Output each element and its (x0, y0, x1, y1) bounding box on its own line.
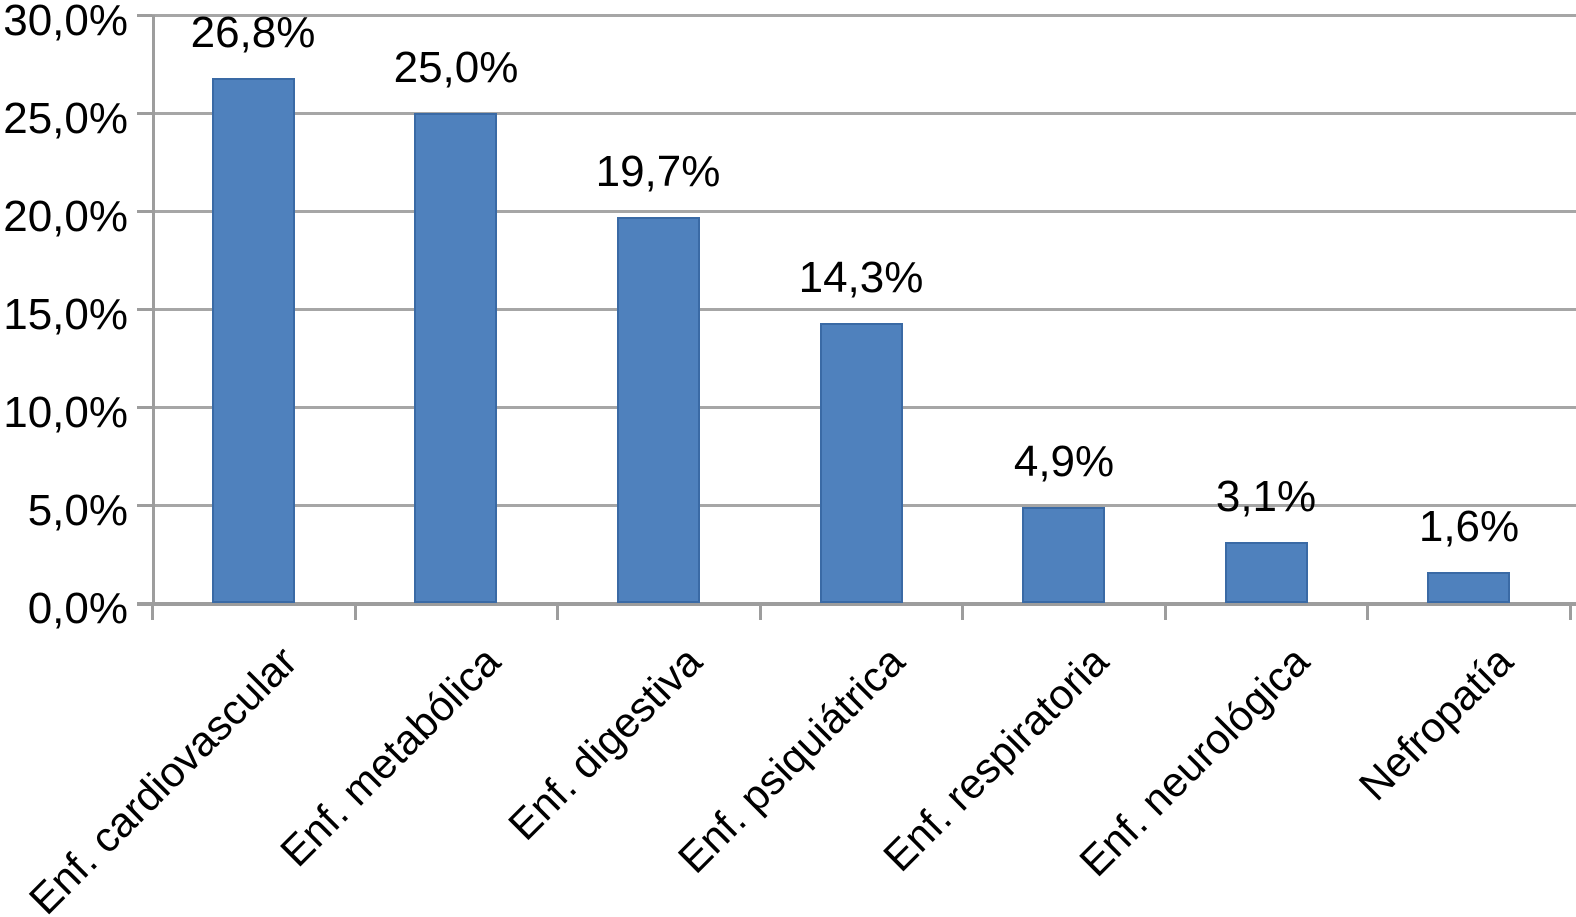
y-axis-tick-mark (137, 504, 152, 507)
bar-value-label: 26,8% (190, 8, 316, 57)
y-axis-tick-label: 15,0% (3, 290, 128, 339)
y-axis-tick-mark (137, 308, 152, 311)
bar (414, 113, 497, 603)
x-axis-tick-mark (353, 603, 357, 620)
x-axis-category-label: Nefropatía (1349, 637, 1522, 810)
x-axis-tick-mark (1366, 603, 1370, 620)
x-axis-category-label: Enf. digestiva (498, 637, 711, 849)
y-axis-tick-label: 10,0% (3, 388, 128, 437)
bar (820, 322, 903, 603)
x-axis-tick-mark (961, 603, 965, 620)
y-axis-tick-mark (137, 14, 152, 17)
x-axis-category-label: Enf. metabólica (270, 637, 509, 876)
y-axis-line (152, 15, 155, 603)
gridline (152, 210, 1576, 213)
bar-value-label: 1,6% (1418, 502, 1520, 551)
y-axis-tick-label: 25,0% (3, 94, 128, 143)
x-axis-line (137, 602, 1576, 606)
bar-value-label: 19,7% (595, 147, 721, 196)
y-axis-tick-label: 30,0% (3, 0, 128, 45)
bar-value-label: 14,3% (798, 253, 924, 302)
y-axis-tick-mark (137, 406, 152, 409)
y-axis-tick-label: 0,0% (27, 584, 128, 633)
bar-value-label: 3,1% (1215, 472, 1317, 521)
bar-value-label: 25,0% (393, 43, 519, 92)
gridline (152, 14, 1576, 17)
bar (1022, 506, 1105, 603)
y-axis-tick-label: 20,0% (3, 192, 128, 241)
bar (617, 216, 700, 603)
y-axis-tick-mark (137, 112, 152, 115)
bar-value-label: 4,9% (1013, 437, 1115, 486)
x-axis-tick-mark (151, 603, 154, 620)
bar (212, 77, 295, 603)
bar (1225, 542, 1308, 603)
y-axis-tick-label: 5,0% (27, 486, 128, 535)
gridline (152, 112, 1576, 115)
y-axis-tick-mark (137, 210, 152, 213)
x-axis-tick-mark (1163, 603, 1167, 620)
x-axis-tick-mark (556, 603, 560, 620)
x-axis-category-label: Enf. cardiovascular (19, 637, 306, 917)
gridline (152, 308, 1576, 311)
x-axis-tick-mark (1569, 603, 1572, 620)
bar (1427, 571, 1510, 603)
x-axis-tick-mark (758, 603, 762, 620)
